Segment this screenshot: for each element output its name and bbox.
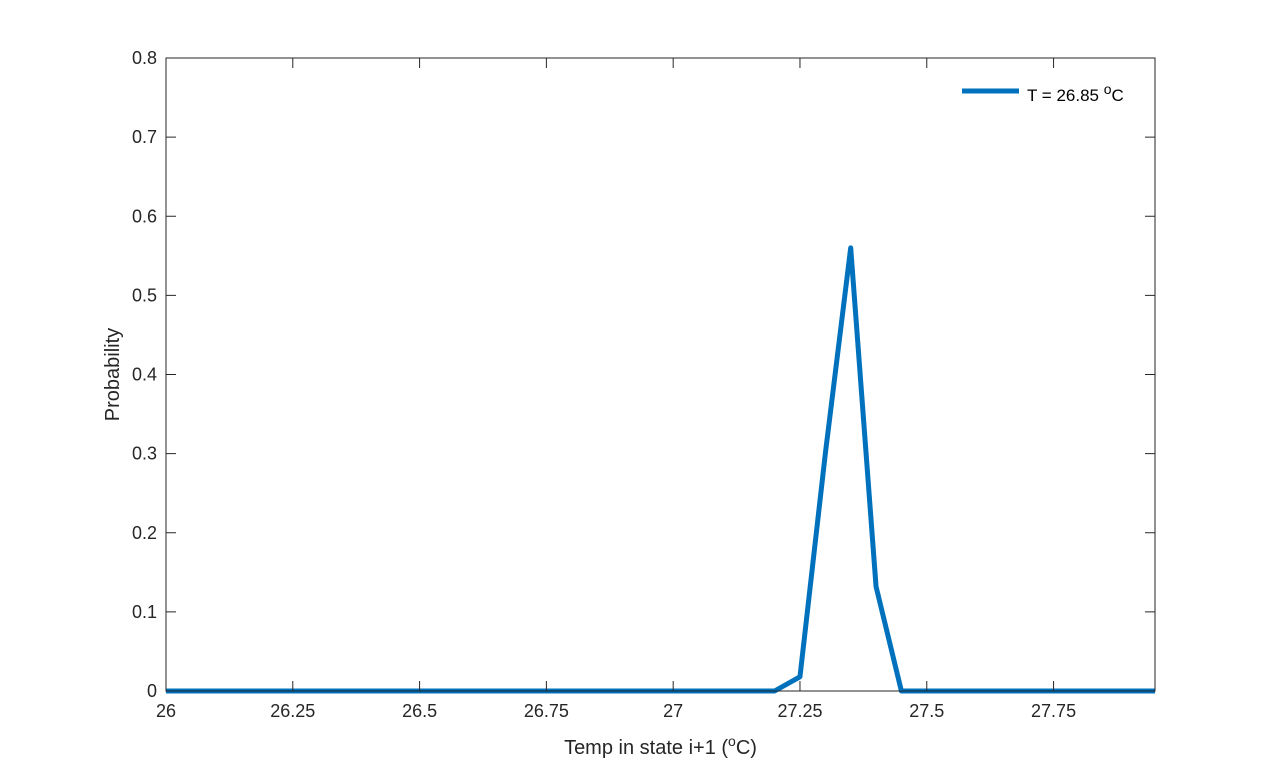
x-tick-label: 26.75 bbox=[524, 701, 569, 721]
x-tick-label: 27.5 bbox=[909, 701, 944, 721]
y-tick-label: 0.1 bbox=[132, 602, 157, 622]
x-tick-label: 26.25 bbox=[270, 701, 315, 721]
x-tick-label: 26.5 bbox=[402, 701, 437, 721]
y-tick-label: 0.6 bbox=[132, 206, 157, 226]
y-tick-label: 0.2 bbox=[132, 523, 157, 543]
legend: T = 26.85 oC bbox=[962, 81, 1124, 105]
x-axis-label: Temp in state i+1 (oC) bbox=[564, 733, 757, 759]
y-tick-label: 0.5 bbox=[132, 285, 157, 305]
y-tick-label: 0.7 bbox=[132, 127, 157, 147]
x-tick-label: 26 bbox=[156, 701, 176, 721]
x-tick-label: 27.75 bbox=[1031, 701, 1076, 721]
y-tick-label: 0.4 bbox=[132, 365, 157, 385]
plot-background bbox=[166, 58, 1155, 691]
ticks-layer: 26 26.25 26.5 26.75 27 27.25 27.5 27.75 0 0.1 0.2 0… bbox=[132, 48, 1155, 721]
y-tick-label: 0.3 bbox=[132, 444, 157, 464]
plot-area bbox=[166, 58, 1155, 691]
y-tick-label: 0.8 bbox=[132, 48, 157, 68]
x-tick-label: 27.25 bbox=[777, 701, 822, 721]
y-axis-label: Probability bbox=[102, 328, 124, 421]
x-tick-label: 27 bbox=[663, 701, 683, 721]
y-tick-label: 0 bbox=[147, 681, 157, 701]
legend-label: T = 26.85 oC bbox=[1027, 81, 1124, 105]
